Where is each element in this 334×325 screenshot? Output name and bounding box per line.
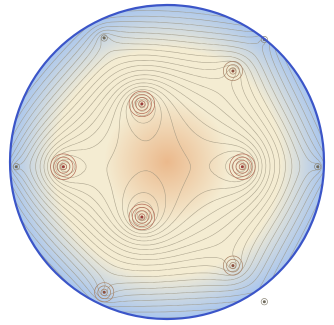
boundary-top-left-point <box>100 34 108 42</box>
saddle-bottom-left-point <box>94 282 115 303</box>
inner-left-point <box>50 153 77 180</box>
inner-right-point <box>229 153 256 180</box>
boundary-bottom-right-point <box>260 298 268 306</box>
saddle-top-right-point <box>222 60 243 81</box>
disk-background <box>10 5 324 319</box>
disk-rim <box>8 3 326 321</box>
boundary-left-point <box>12 163 20 171</box>
critical-points <box>12 34 322 306</box>
inner-top-point <box>128 90 156 118</box>
boundary-right-point <box>314 163 322 171</box>
saddle-bottom-right-point <box>222 255 243 276</box>
inner-bottom-point <box>128 203 156 231</box>
